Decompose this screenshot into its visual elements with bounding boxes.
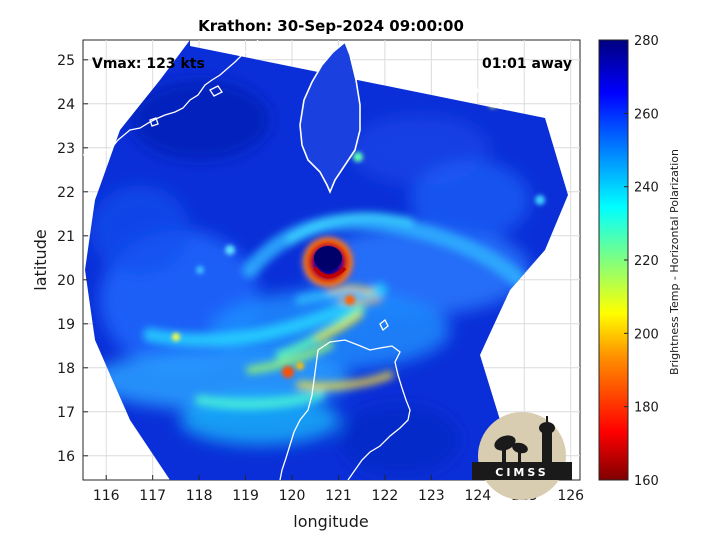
- colorbar-label: Brightness Temp - Horizontal Polarizatio…: [668, 149, 681, 375]
- x-tick-label: 121: [325, 488, 352, 504]
- x-axis-label: longitude: [293, 512, 368, 531]
- y-axis: 16 17 18 19 20 21 22 23 24 25: [57, 53, 88, 465]
- vmax-annotation: Vmax: 123 kts: [92, 56, 205, 72]
- coastlines: [83, 40, 546, 480]
- colorbar-tick-label: 200: [634, 327, 659, 342]
- luzon-coastline: [317, 339, 411, 480]
- y-tick-label: 22: [57, 185, 75, 201]
- taiwan-coastline: [299, 40, 361, 195]
- china-coastline: [83, 40, 259, 156]
- y-tick-label: 23: [57, 141, 75, 157]
- x-tick-label: 117: [139, 488, 166, 504]
- chart-title: Krathon: 30-Sep-2024 09:00:00: [198, 17, 464, 35]
- colorbar: 160 180 200 220 240 260 280 Brightness Temp - …: [598, 34, 681, 489]
- y-tick-label: 18: [57, 361, 75, 377]
- logo-text: CIMSS: [495, 466, 548, 479]
- y-axis-label: latitude: [31, 229, 50, 290]
- y-tick-label: 17: [57, 405, 75, 421]
- y-tick-label: 21: [57, 229, 75, 245]
- x-tick-label: 120: [279, 488, 306, 504]
- colorbar-tick-label: 260: [634, 107, 659, 122]
- y-tick-label: 24: [57, 97, 75, 113]
- colorbar-tick-label: 240: [634, 181, 659, 196]
- x-tick-label: 124: [464, 488, 491, 504]
- x-axis: 116117118119120121122123124125126: [93, 475, 584, 504]
- y-tick-label: 16: [57, 449, 75, 465]
- x-tick-label: 116: [93, 488, 120, 504]
- y-tick-label: 19: [57, 317, 75, 333]
- x-tick-label: 126: [557, 488, 584, 504]
- colorbar-tick-label: 220: [634, 254, 659, 269]
- y-tick-label: 20: [57, 273, 75, 289]
- y-tick-label: 25: [57, 53, 75, 69]
- x-tick-label: 118: [186, 488, 213, 504]
- timing-annotation: 01:01 away: [482, 56, 572, 72]
- x-tick-label: 122: [372, 488, 399, 504]
- x-tick-label: 123: [418, 488, 445, 504]
- cimss-logo: CIMSS: [472, 412, 572, 500]
- colorbar-tick-label: 160: [634, 474, 659, 489]
- x-tick-label: 119: [232, 488, 259, 504]
- colorbar-tick-label: 180: [634, 401, 659, 416]
- colorbar-tick-label: 280: [634, 34, 659, 49]
